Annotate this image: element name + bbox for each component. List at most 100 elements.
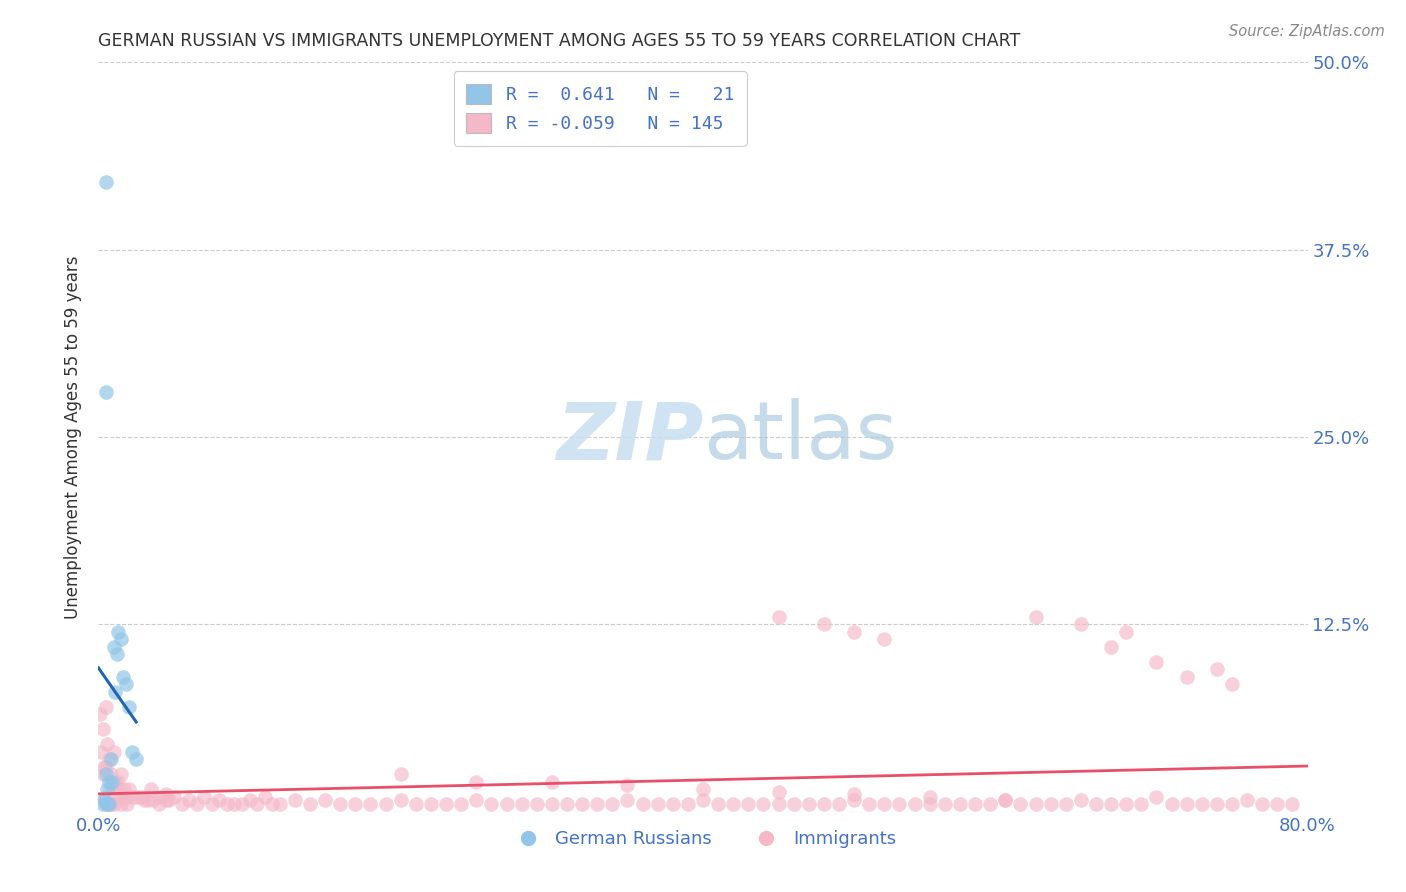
Point <box>96 737 118 751</box>
Point <box>112 782 135 797</box>
Point <box>246 797 269 812</box>
Point <box>104 685 127 699</box>
Point <box>873 797 896 812</box>
Point <box>224 797 246 812</box>
Point <box>692 782 714 797</box>
Point <box>284 793 307 807</box>
Point <box>136 793 159 807</box>
Point <box>96 797 118 812</box>
Point <box>1024 797 1046 812</box>
Point <box>858 797 880 812</box>
Point <box>98 752 121 766</box>
Point <box>94 175 117 189</box>
Point <box>1130 797 1153 812</box>
Point <box>118 699 141 714</box>
Point <box>661 797 683 812</box>
Point <box>201 797 224 812</box>
Point <box>110 797 132 812</box>
Point <box>103 797 125 812</box>
Point <box>94 699 117 714</box>
Point <box>1144 655 1167 669</box>
Point <box>555 797 578 812</box>
Point <box>1220 797 1243 812</box>
Point <box>783 797 806 812</box>
Point <box>93 760 115 774</box>
Point <box>1070 793 1092 807</box>
Point <box>752 797 775 812</box>
Point <box>94 797 117 812</box>
Point <box>110 632 132 647</box>
Point <box>616 778 638 792</box>
Point <box>1160 797 1182 812</box>
Point <box>141 782 163 797</box>
Point <box>1070 617 1092 632</box>
Point <box>389 793 412 807</box>
Point <box>405 797 427 812</box>
Point <box>540 797 562 812</box>
Point <box>768 785 790 799</box>
Point <box>329 797 352 812</box>
Point <box>526 797 548 812</box>
Point <box>1024 610 1046 624</box>
Point <box>904 797 927 812</box>
Point <box>208 793 231 807</box>
Point <box>163 789 186 804</box>
Point <box>121 745 143 759</box>
Point <box>1220 677 1243 691</box>
Point <box>91 767 114 781</box>
Point <box>495 797 517 812</box>
Point <box>262 797 284 812</box>
Point <box>193 789 215 804</box>
Point <box>1175 670 1198 684</box>
Point <box>100 797 122 812</box>
Point <box>1099 797 1122 812</box>
Point <box>90 745 112 759</box>
Point <box>450 797 472 812</box>
Point <box>94 760 117 774</box>
Point <box>1206 797 1229 812</box>
Point <box>299 797 322 812</box>
Text: ZIP: ZIP <box>555 398 703 476</box>
Point <box>1281 797 1303 812</box>
Point <box>1054 797 1077 812</box>
Point <box>768 610 790 624</box>
Point <box>631 797 654 812</box>
Point <box>844 624 866 639</box>
Legend: German Russians, Immigrants: German Russians, Immigrants <box>503 822 903 855</box>
Point <box>132 793 155 807</box>
Point <box>540 774 562 789</box>
Point <box>148 797 170 812</box>
Point <box>797 797 820 812</box>
Point <box>934 797 956 812</box>
Point <box>239 793 262 807</box>
Point <box>586 797 609 812</box>
Point <box>737 797 759 812</box>
Point <box>179 793 201 807</box>
Point <box>889 797 911 812</box>
Point <box>108 789 131 804</box>
Point <box>434 797 457 812</box>
Point <box>1144 789 1167 804</box>
Point <box>103 640 125 654</box>
Point <box>105 648 128 662</box>
Point <box>101 782 124 797</box>
Point <box>965 797 987 812</box>
Point <box>269 797 291 812</box>
Point <box>314 793 336 807</box>
Point <box>186 797 208 812</box>
Point <box>98 774 121 789</box>
Point <box>129 789 152 804</box>
Point <box>844 787 866 801</box>
Point <box>93 793 115 807</box>
Point <box>107 624 129 639</box>
Point <box>616 793 638 807</box>
Point <box>111 789 134 804</box>
Point <box>918 797 941 812</box>
Point <box>813 617 835 632</box>
Point <box>89 707 111 722</box>
Point <box>813 797 835 812</box>
Point <box>1115 797 1137 812</box>
Point <box>98 797 121 812</box>
Point <box>979 797 1001 812</box>
Point <box>96 789 118 804</box>
